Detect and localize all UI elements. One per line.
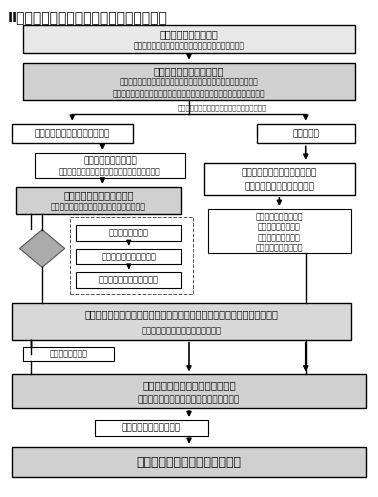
Text: 指定管理者による管理運営開始: 指定管理者による管理運営開始 (136, 456, 242, 469)
Text: ・ヒアリング、審査、候補者の決定: ・ヒアリング、審査、候補者の決定 (141, 327, 222, 335)
Text: 申請書、事業計画等の受付: 申請書、事業計画等の受付 (99, 276, 159, 285)
Text: 指定管理者制度の建構、移行等管理運営方針書の制定: 指定管理者制度の建構、移行等管理運営方針書の制定 (133, 42, 245, 51)
FancyBboxPatch shape (16, 186, 181, 214)
FancyBboxPatch shape (12, 447, 366, 478)
FancyBboxPatch shape (23, 346, 114, 361)
FancyBboxPatch shape (208, 209, 351, 253)
Text: Ⅱ　指定管理者の指定に関する事務の流れ: Ⅱ 指定管理者の指定に関する事務の流れ (8, 10, 168, 25)
Text: 公の施設を所管する課: 公の施設を所管する課 (160, 29, 218, 39)
Text: 募集要項等の配布: 募集要項等の配布 (109, 228, 149, 237)
Text: 管理運営検討委員会の開催: 管理運営検討委員会の開催 (64, 190, 134, 200)
Text: 条例第５条第１項の法人等を指: 条例第５条第１項の法人等を指 (242, 169, 317, 178)
Text: 赤穂市公の施設指定管理者選定委員会の開催（有識者等外部からも参画）: 赤穂市公の施設指定管理者選定委員会の開催（有識者等外部からも参画） (85, 310, 279, 320)
Text: 管理運営検討委員会の開催: 管理運営検討委員会の開催 (154, 66, 224, 76)
FancyBboxPatch shape (23, 25, 355, 53)
Text: 指定管理者との協定締結: 指定管理者との協定締結 (122, 423, 181, 432)
Text: 又、公募しない場合にあっても、最適の管理主体候補者に下審議します。: 又、公募しない場合にあっても、最適の管理主体候補者に下審議します。 (113, 89, 265, 98)
FancyBboxPatch shape (12, 124, 133, 144)
Polygon shape (20, 230, 65, 267)
FancyBboxPatch shape (204, 163, 355, 195)
FancyBboxPatch shape (257, 124, 355, 144)
FancyBboxPatch shape (12, 303, 351, 339)
Text: 定管理者の候補者とします。: 定管理者の候補者とします。 (245, 183, 314, 192)
FancyBboxPatch shape (12, 374, 366, 408)
Text: 公募しない場合でも、: 公募しない場合でも、 (256, 212, 303, 221)
Text: ・募集要項、管理運営基準、選定基準の決定: ・募集要項、管理運営基準、選定基準の決定 (51, 203, 146, 212)
Text: 公募する　（ホームページ等）: 公募する （ホームページ等） (35, 129, 110, 138)
Text: 指定管理者制度導入施設の決定（移行、継続、廃止）　　条例公募: 指定管理者制度導入施設の決定（移行、継続、廃止） 条例公募 (119, 78, 259, 87)
Text: 必要に応じ、施設の設置管理条例の制定・改正: 必要に応じ、施設の設置管理条例の制定・改正 (178, 105, 267, 111)
FancyBboxPatch shape (95, 420, 208, 436)
Text: 事業計画書等の書類: 事業計画書等の書類 (258, 223, 301, 232)
Text: 結果の通知、公表: 結果の通知、公表 (50, 349, 87, 358)
Text: の提出を指定管理者: の提出を指定管理者 (258, 233, 301, 242)
Text: （募集要項、管理運営基準、選定基準の作成等）: （募集要項、管理運営基準、選定基準の作成等） (59, 167, 161, 176)
FancyBboxPatch shape (76, 272, 181, 288)
FancyBboxPatch shape (35, 153, 185, 177)
Text: （施設の名称、指定管理者名、指定期間）: （施設の名称、指定管理者名、指定期間） (138, 396, 240, 405)
Text: 公募しない: 公募しない (292, 129, 319, 138)
FancyBboxPatch shape (23, 63, 355, 100)
Text: 質問の受付、現地説明会: 質問の受付、現地説明会 (101, 252, 156, 261)
Text: の候補者に求めます。: の候補者に求めます。 (256, 243, 303, 252)
FancyBboxPatch shape (76, 248, 181, 264)
FancyBboxPatch shape (76, 225, 181, 241)
Text: 議会の議決　　指定管理者の指定: 議会の議決 指定管理者の指定 (142, 380, 236, 390)
Text: ・公募に向けての準備: ・公募に向けての準備 (83, 157, 137, 166)
